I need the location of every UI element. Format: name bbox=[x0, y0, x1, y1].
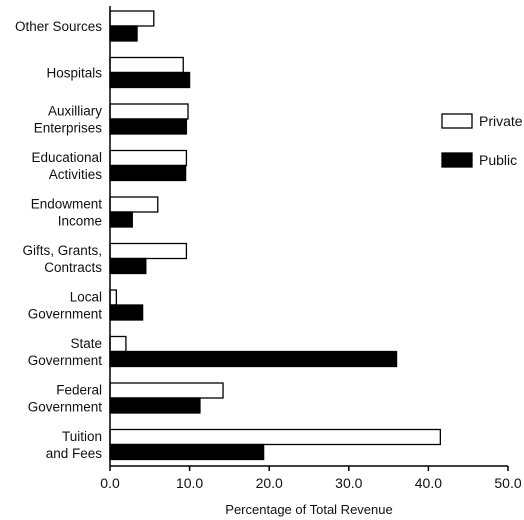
x-tick-label: 40.0 bbox=[415, 475, 442, 491]
x-tick-label: 20.0 bbox=[256, 475, 283, 491]
bar-public bbox=[109, 118, 188, 135]
category-label: Government bbox=[28, 353, 103, 368]
x-tick-label: 50.0 bbox=[494, 475, 521, 491]
category-label: State bbox=[70, 336, 102, 351]
category-label: Federal bbox=[56, 383, 102, 398]
bar-public bbox=[109, 304, 144, 321]
category-label: Government bbox=[28, 400, 103, 415]
category-label: Contracts bbox=[44, 260, 102, 275]
bar-private bbox=[109, 242, 188, 260]
bar-public bbox=[109, 71, 191, 89]
bar-public bbox=[109, 25, 138, 42]
bar-private bbox=[109, 289, 118, 306]
category-label: and Fees bbox=[46, 446, 103, 461]
bar-public bbox=[109, 164, 187, 182]
bar-private bbox=[109, 428, 441, 446]
category-label: Activities bbox=[49, 167, 103, 182]
bar-private bbox=[109, 382, 224, 399]
category-label: Enterprises bbox=[34, 121, 103, 136]
legend-swatch-private bbox=[441, 113, 473, 129]
category-label: Gifts, Grants, bbox=[22, 243, 102, 258]
category-label: Auxilliary bbox=[48, 104, 102, 119]
legend-label-public: Public bbox=[479, 152, 517, 168]
bar-private bbox=[109, 335, 127, 353]
bar-private bbox=[109, 56, 184, 74]
x-tick-label: 0.0 bbox=[100, 475, 120, 491]
category-label: Local bbox=[70, 290, 102, 305]
category-label: Income bbox=[58, 214, 102, 229]
category-labels: Other Sources Hospitals Auxilliary Enterpri… bbox=[15, 19, 102, 461]
bar-public bbox=[109, 211, 133, 228]
x-tick-label: 10.0 bbox=[176, 475, 203, 491]
legend-swatch-public bbox=[441, 152, 473, 168]
category-label: Tuition bbox=[62, 429, 102, 444]
bar-public bbox=[109, 443, 265, 461]
bar-public bbox=[109, 257, 147, 275]
bar-public bbox=[109, 397, 201, 414]
category-label: Endowment bbox=[31, 197, 103, 212]
bar-private bbox=[109, 149, 188, 167]
bar-private bbox=[109, 196, 159, 213]
bar-private bbox=[109, 10, 155, 27]
legend: Private Public bbox=[441, 113, 523, 168]
bars-group bbox=[109, 10, 441, 461]
x-axis: 0.0 10.0 20.0 30.0 40.0 50.0 bbox=[100, 6, 522, 491]
category-label: Other Sources bbox=[15, 19, 102, 34]
x-tick-label: 30.0 bbox=[335, 475, 362, 491]
category-label: Government bbox=[28, 307, 103, 322]
legend-label-private: Private bbox=[479, 113, 523, 129]
bar-private bbox=[109, 103, 189, 120]
bar-public bbox=[109, 350, 398, 368]
x-axis-title: Percentage of Total Revenue bbox=[225, 502, 392, 517]
category-label: Hospitals bbox=[46, 66, 102, 81]
category-label: Educational bbox=[31, 150, 102, 165]
